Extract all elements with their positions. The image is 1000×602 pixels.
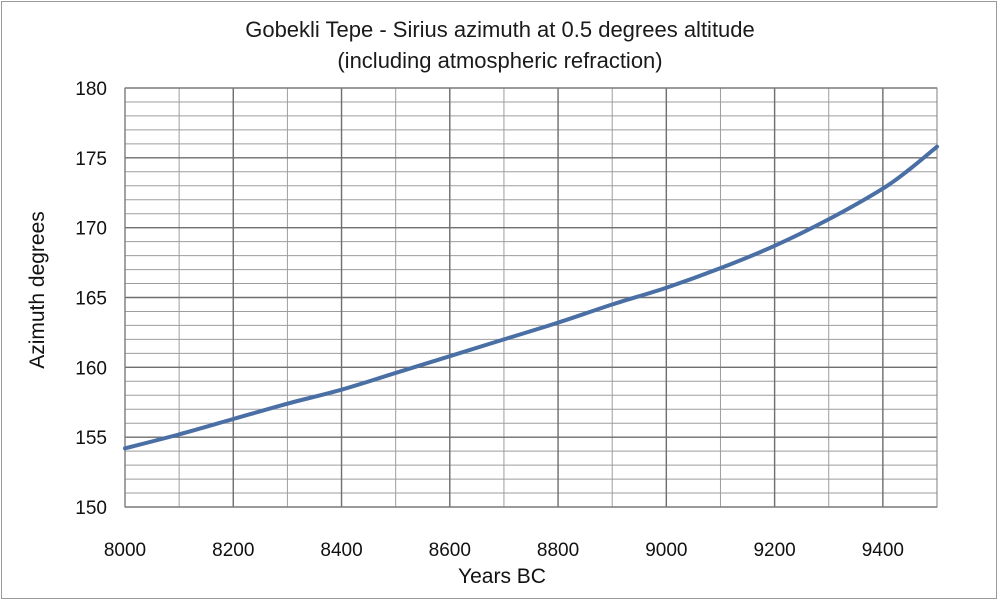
y-axis-title: Azimuth degrees: [26, 211, 49, 369]
y-tick-labels: 150 155 160 165 170 175 180: [75, 79, 107, 519]
plot-area-border: [124, 87, 938, 508]
chart-subtitle: (including atmospheric refraction): [337, 48, 663, 73]
y-tick-label: 165: [75, 289, 107, 310]
x-tick-label: 9000: [645, 540, 687, 561]
chart-title-block: Gobekli Tepe - Sirius azimuth at 0.5 deg…: [0, 14, 1000, 76]
x-tick-label: 8800: [537, 540, 579, 561]
x-tick-label: 8000: [104, 540, 146, 561]
series-line: [123, 144, 939, 451]
x-axis-title: Years BC: [458, 565, 546, 588]
y-tick-label: 160: [75, 358, 107, 379]
y-tick-label: 175: [75, 149, 107, 170]
y-tick-label: 170: [75, 219, 107, 240]
major-gridlines: [124, 87, 937, 508]
chart-title: Gobekli Tepe - Sirius azimuth at 0.5 deg…: [245, 17, 755, 42]
y-tick-label: 155: [75, 428, 107, 449]
x-tick-labels: 8000 8200 8400 8600 8800 9000 9200 9400: [104, 540, 904, 561]
x-tick-label: 9400: [862, 540, 904, 561]
x-tick-label: 8600: [429, 540, 471, 561]
y-tick-label: 150: [75, 498, 107, 519]
x-tick-label: 8200: [212, 540, 254, 561]
series-layer: [123, 144, 939, 451]
x-tick-label: 9200: [753, 540, 795, 561]
y-tick-label: 180: [75, 79, 107, 100]
x-tick-label: 8400: [320, 540, 362, 561]
